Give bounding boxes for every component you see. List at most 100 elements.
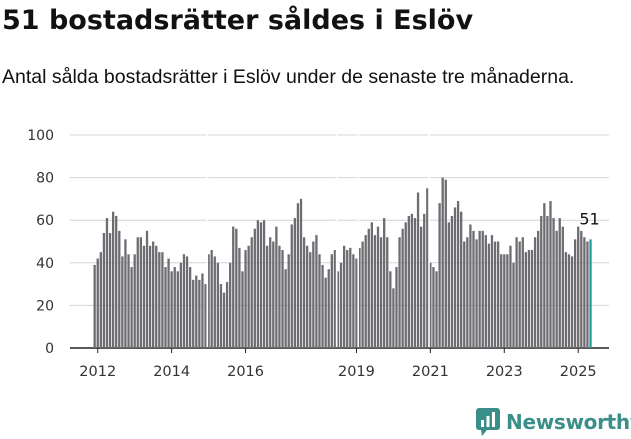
bar: [484, 235, 487, 348]
bar: [361, 241, 364, 348]
chart-subtitle: Antal sålda bostadsrätter i Eslöv under …: [2, 66, 575, 88]
bar: [376, 226, 380, 348]
bar: [207, 254, 210, 348]
bar: [546, 215, 549, 348]
x-tick-label: 2012: [79, 364, 116, 380]
bar: [130, 267, 133, 348]
x-axis: 2012 2014 2016 2019 2021 2023 2025: [79, 348, 597, 380]
bar: [475, 239, 478, 348]
brand-name: Newsworthy: [506, 410, 631, 434]
bar: [235, 228, 238, 348]
bar: [302, 237, 306, 348]
bar: [127, 254, 130, 348]
bar: [287, 254, 290, 348]
bar: [567, 254, 571, 348]
series-break: [428, 133, 430, 347]
bar: [555, 230, 558, 348]
bar-latest: [589, 239, 592, 348]
bar: [262, 220, 266, 348]
x-tick-label: 2019: [338, 364, 375, 380]
bar: [552, 218, 555, 348]
bar: [339, 262, 343, 348]
bar: [435, 271, 438, 348]
bar: [244, 250, 247, 348]
bar: [349, 247, 352, 348]
bar: [580, 230, 583, 348]
bar: [225, 281, 229, 348]
bar: [432, 267, 435, 348]
bar: [133, 254, 136, 348]
bar: [293, 218, 296, 348]
bar: [413, 218, 417, 348]
x-tick-label: 2025: [560, 364, 597, 380]
bar: [386, 237, 389, 348]
bar: [213, 256, 216, 348]
bar: [398, 237, 401, 348]
bar: [515, 237, 518, 348]
bar: [487, 243, 491, 348]
bar: [503, 254, 506, 348]
bar: [444, 179, 447, 348]
bar: [296, 203, 300, 348]
bar: [182, 254, 186, 348]
x-tick-label: 2023: [486, 364, 523, 380]
bar: [490, 235, 494, 348]
bar: [265, 245, 269, 348]
bar: [506, 254, 509, 348]
bar: [496, 241, 500, 348]
bar: [278, 245, 281, 348]
bar: [463, 241, 466, 348]
bar: [404, 222, 407, 348]
bar: [299, 198, 303, 348]
bar: [99, 252, 102, 348]
bar: [312, 241, 315, 348]
bar: [426, 188, 429, 348]
bar: [558, 218, 561, 348]
bar: [577, 226, 580, 348]
bar: [176, 271, 179, 348]
bar: [315, 235, 318, 348]
bar: [152, 241, 155, 348]
newsworthy-logo[interactable]: Newsworthy: [476, 407, 631, 437]
bar: [201, 273, 204, 348]
bar: [281, 250, 284, 348]
bar: [238, 247, 241, 348]
bar: [561, 226, 564, 348]
bar: [142, 245, 146, 348]
bar: [364, 235, 367, 348]
series-break: [206, 133, 209, 347]
bar: [441, 177, 444, 348]
x-tick-label: 2016: [227, 364, 264, 380]
bar: [346, 250, 349, 348]
bar: [540, 215, 543, 348]
bar: [327, 269, 330, 348]
bar: [379, 237, 383, 348]
bar: [102, 232, 106, 348]
bar: [478, 230, 481, 348]
bar: [450, 215, 454, 348]
bar: [355, 258, 358, 348]
bar: [389, 271, 392, 348]
y-tick-label: 100: [27, 128, 54, 144]
bar: [456, 201, 460, 348]
bar: [324, 277, 327, 348]
y-tick-label: 60: [36, 213, 54, 229]
bar: [105, 218, 109, 348]
bar: [115, 215, 118, 348]
y-tick-label: 0: [45, 341, 54, 357]
bar: [419, 226, 423, 348]
bar: [512, 262, 515, 348]
y-tick-label: 20: [36, 298, 54, 314]
bar: [167, 258, 170, 348]
bar: [527, 250, 531, 348]
bar: [373, 235, 377, 348]
bar: [466, 237, 469, 348]
bar: [269, 237, 272, 348]
bar: [195, 275, 198, 348]
bar: [232, 226, 235, 348]
bar: [275, 226, 278, 348]
bar: [407, 215, 410, 348]
bar: [170, 271, 173, 348]
bar: [192, 279, 195, 348]
bar: [383, 218, 386, 348]
